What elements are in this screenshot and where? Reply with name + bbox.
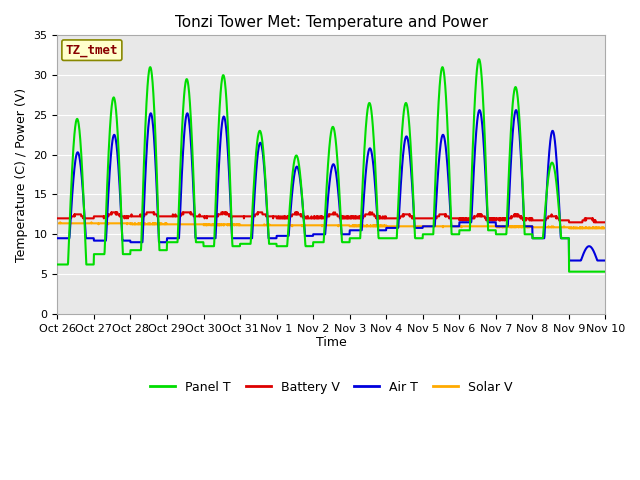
Title: Tonzi Tower Met: Temperature and Power: Tonzi Tower Met: Temperature and Power: [175, 15, 488, 30]
Y-axis label: Temperature (C) / Power (V): Temperature (C) / Power (V): [15, 87, 28, 262]
Text: TZ_tmet: TZ_tmet: [66, 44, 118, 57]
X-axis label: Time: Time: [316, 336, 347, 349]
Legend: Panel T, Battery V, Air T, Solar V: Panel T, Battery V, Air T, Solar V: [145, 376, 518, 399]
